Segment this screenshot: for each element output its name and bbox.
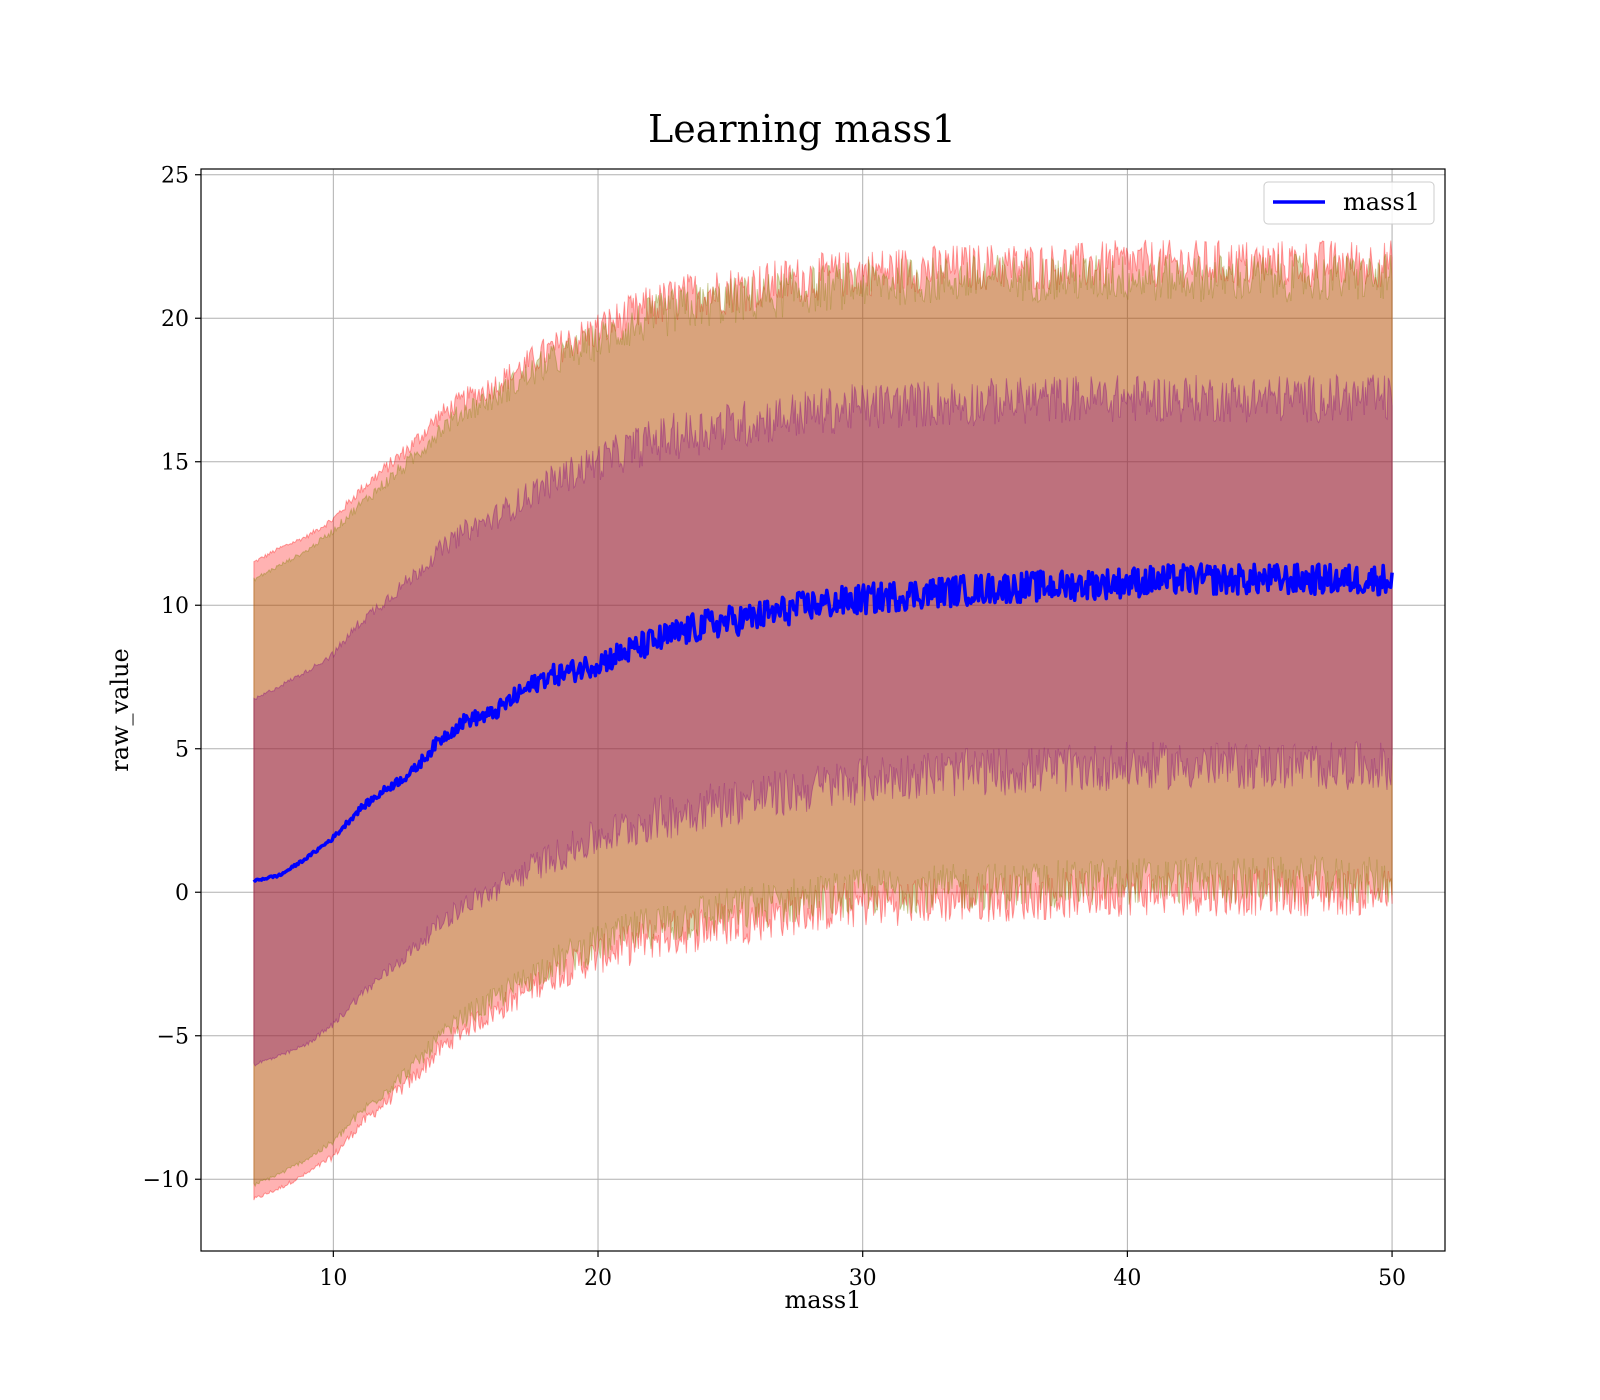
x-tick-label-2: 30 [849,1266,877,1291]
legend: mass1 [1263,181,1435,225]
y-tick-label-0: −10 [143,1168,189,1193]
band-outer [253,239,1393,1201]
y-tick-label-4: 10 [161,594,189,619]
y-axis-ticks: −10 −5 0 5 10 15 20 25 [143,164,201,1193]
y-tick-label-3: 5 [175,738,189,763]
y-tick-label-1: −5 [157,1025,189,1050]
confidence-bands [253,239,1393,1201]
plot-frame [200,168,1446,1252]
band-middle [253,253,1393,1188]
y-tick-label-2: 0 [175,881,189,906]
series-line-mass1 [252,562,1394,883]
x-tick-label-0: 10 [319,1266,347,1291]
y-tick-label-6: 20 [161,307,189,332]
x-tick-label-4: 50 [1378,1266,1406,1291]
chart-title: Learning mass1 [648,107,956,151]
x-axis-ticks: 10 20 30 40 50 [319,1251,1406,1291]
legend-box [1263,181,1435,225]
x-axis-label: mass1 [785,1286,862,1314]
legend-entry-mass1: mass1 [1343,188,1420,216]
x-tick-label-1: 20 [584,1266,612,1291]
series-lines [252,562,1394,883]
x-tick-label-3: 40 [1113,1266,1141,1291]
y-tick-label-5: 15 [161,451,189,476]
band-inner [253,373,1393,1067]
y-axis-label: raw_value [106,648,134,772]
y-tick-label-7: 25 [161,164,189,189]
